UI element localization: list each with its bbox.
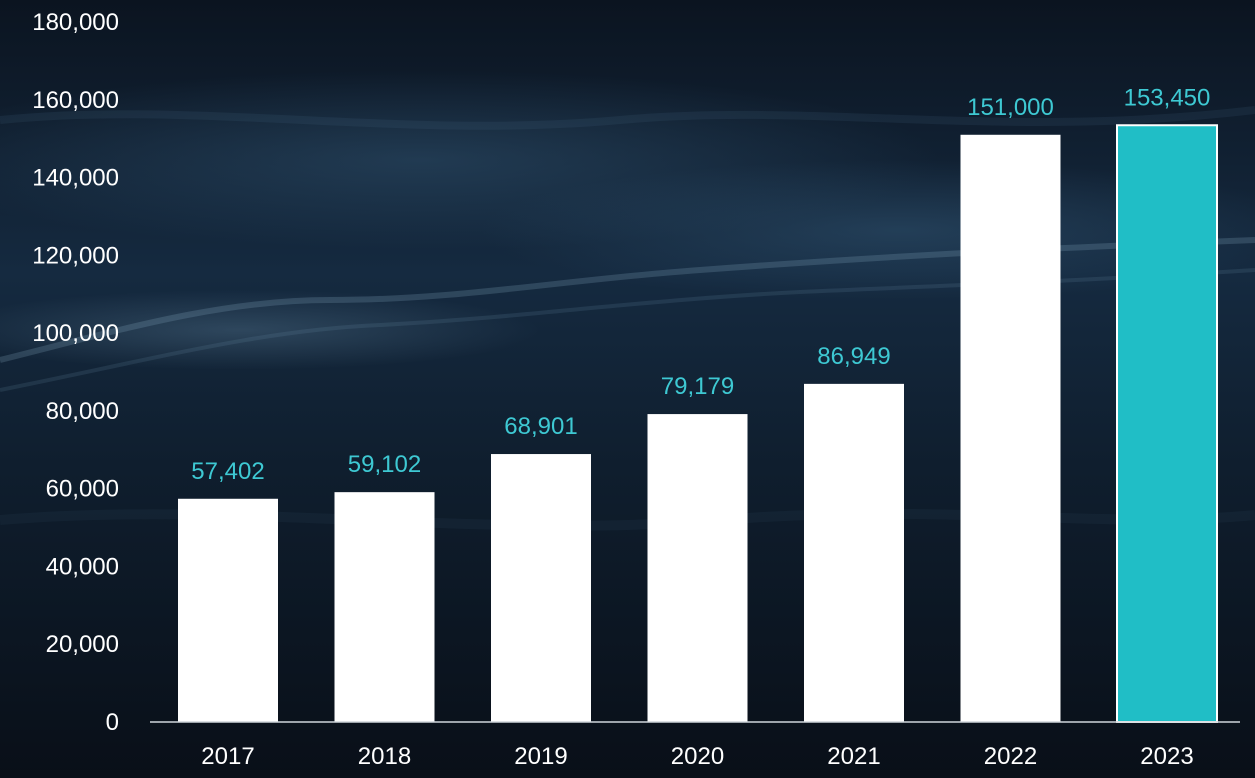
y-tick-label: 140,000	[32, 165, 119, 192]
x-tick-label-2021: 2021	[827, 743, 880, 770]
data-label-2017: 57,402	[191, 458, 264, 485]
y-tick-label: 180,000	[32, 9, 119, 36]
x-tick-label-2023: 2023	[1140, 743, 1193, 770]
data-label-2021: 86,949	[817, 343, 890, 370]
data-label-2022: 151,000	[967, 94, 1054, 121]
x-tick-label-2019: 2019	[514, 743, 567, 770]
data-label-2020: 79,179	[661, 373, 734, 400]
y-tick-label: 160,000	[32, 87, 119, 114]
bar-2021	[804, 383, 904, 722]
y-tick-label: 100,000	[32, 320, 119, 347]
bars	[178, 124, 1218, 723]
data-label-2018: 59,102	[348, 451, 421, 478]
y-tick-label: 20,000	[46, 631, 119, 658]
y-axis: 0 20,000 40,000 60,000 80,000 100,000 120,000 1…	[32, 9, 119, 736]
data-label-2019: 68,901	[504, 413, 577, 440]
y-tick-label: 40,000	[46, 553, 119, 580]
x-tick-label-2017: 2017	[201, 743, 254, 770]
data-label-2023: 153,450	[1124, 84, 1211, 111]
x-axis: 2017 2018 2019 2020 2021 2022 2023	[201, 743, 1193, 770]
bar-2018	[334, 492, 435, 722]
bar-2019	[491, 454, 591, 722]
x-tick-label-2020: 2020	[671, 743, 724, 770]
bar-2022	[960, 134, 1061, 722]
bar-2017	[178, 498, 278, 722]
y-tick-label: 80,000	[46, 398, 119, 425]
x-tick-label-2022: 2022	[984, 743, 1037, 770]
y-tick-label: 0	[106, 709, 119, 736]
y-tick-label: 60,000	[46, 476, 119, 503]
data-labels: 57,402 59,102 68,901 79,179 86,949 151,000 153…	[191, 84, 1210, 485]
x-tick-label-2018: 2018	[358, 743, 411, 770]
bar-2020	[647, 414, 748, 722]
bar-2023	[1116, 124, 1218, 723]
y-tick-label: 120,000	[32, 242, 119, 269]
